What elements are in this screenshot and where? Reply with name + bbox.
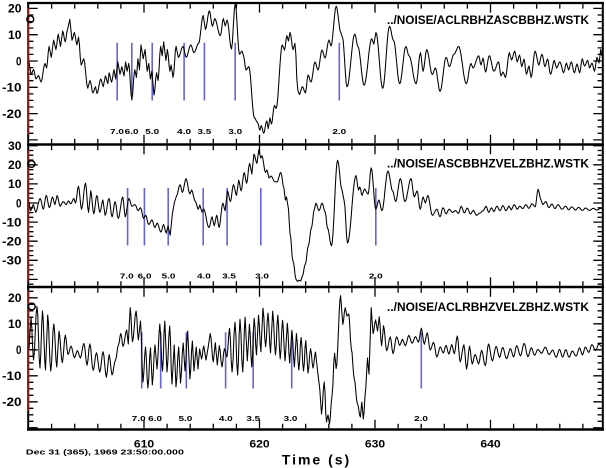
svg-text:5.0: 5.0 xyxy=(162,272,176,281)
svg-text:-20: -20 xyxy=(2,395,22,409)
svg-text:-20: -20 xyxy=(2,107,22,121)
svg-text:../NOISE/ASCBBHZVELZBHZ.WSTK: ../NOISE/ASCBBHZVELZBHZ.WSTK xyxy=(387,159,590,171)
svg-text:7.0: 7.0 xyxy=(132,414,146,423)
svg-text:7.0: 7.0 xyxy=(120,272,134,281)
svg-text:../NOISE/ACLRBHZVELZBHZ.WSTK: ../NOISE/ACLRBHZVELZBHZ.WSTK xyxy=(387,302,590,314)
svg-text:6.0: 6.0 xyxy=(125,127,139,136)
svg-text:610: 610 xyxy=(134,439,154,451)
svg-text:3.5: 3.5 xyxy=(198,127,212,136)
svg-text:Dec 31 (365), 1969 23:50:00.00: Dec 31 (365), 1969 23:50:00.000 xyxy=(26,448,184,457)
svg-text:2.0: 2.0 xyxy=(332,127,346,136)
svg-text:30: 30 xyxy=(8,139,22,153)
svg-text:-10: -10 xyxy=(2,369,22,383)
svg-text:10: 10 xyxy=(8,317,22,331)
svg-text:0: 0 xyxy=(16,343,22,357)
svg-text:6.0: 6.0 xyxy=(148,414,162,423)
svg-text:3.5: 3.5 xyxy=(246,414,260,423)
svg-text:2.0: 2.0 xyxy=(414,414,428,423)
svg-text:6.0: 6.0 xyxy=(138,272,152,281)
svg-text:-30: -30 xyxy=(2,254,22,268)
svg-text:20: 20 xyxy=(8,291,22,305)
svg-text:10: 10 xyxy=(8,177,22,191)
svg-text:3.0: 3.0 xyxy=(228,127,242,136)
svg-text:7.0: 7.0 xyxy=(110,127,124,136)
svg-text:3.0: 3.0 xyxy=(284,414,298,423)
svg-text:3.5: 3.5 xyxy=(222,272,236,281)
svg-text:Time (s): Time (s) xyxy=(282,452,351,468)
svg-text:5.0: 5.0 xyxy=(145,127,159,136)
svg-text:3.0: 3.0 xyxy=(255,272,269,281)
svg-text:630: 630 xyxy=(365,439,385,451)
svg-text:5.0: 5.0 xyxy=(179,414,193,423)
svg-text:-10: -10 xyxy=(2,81,22,95)
svg-text:../NOISE/ACLRBHZASCBBHZ.WSTK: ../NOISE/ACLRBHZASCBBHZ.WSTK xyxy=(387,15,590,27)
svg-text:20: 20 xyxy=(8,2,22,16)
svg-text:-10: -10 xyxy=(2,215,22,229)
svg-text:-20: -20 xyxy=(2,235,22,249)
svg-text:20: 20 xyxy=(8,158,22,172)
svg-text:640: 640 xyxy=(480,439,500,451)
svg-text:0: 0 xyxy=(16,196,22,210)
svg-text:2.0: 2.0 xyxy=(369,272,383,281)
svg-text:620: 620 xyxy=(249,439,269,451)
svg-text:4.0: 4.0 xyxy=(197,272,211,281)
svg-text:0: 0 xyxy=(16,54,22,68)
svg-text:4.0: 4.0 xyxy=(177,127,191,136)
svg-text:10: 10 xyxy=(8,28,22,42)
svg-text:4.0: 4.0 xyxy=(219,414,233,423)
